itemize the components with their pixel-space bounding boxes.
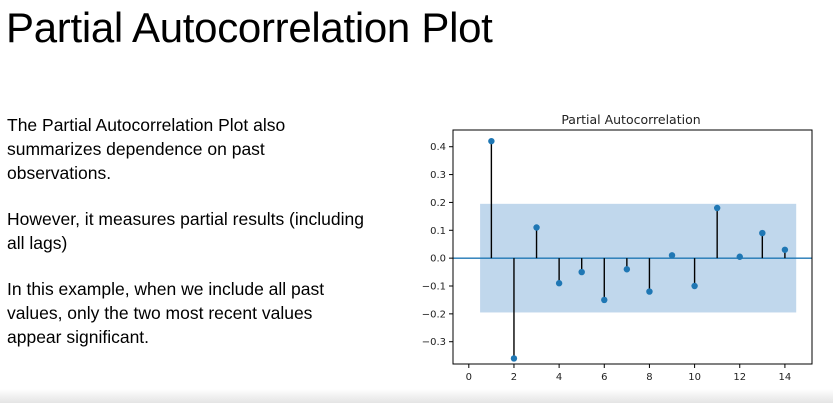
body-paragraph-1: The Partial Autocorrelation Plot also su…	[7, 115, 286, 183]
point-lag-1	[488, 137, 495, 145]
point-lag-7	[623, 266, 631, 273]
x-tick-label-2: 2	[511, 372, 517, 383]
x-tick-label-6: 6	[601, 372, 607, 383]
point-lag-8	[646, 288, 653, 295]
point-lag-10	[691, 282, 698, 290]
point-lag-3	[533, 224, 540, 231]
point-lag-9	[668, 252, 676, 259]
x-tick-label-4: 4	[556, 372, 562, 383]
point-lag-6	[601, 296, 608, 304]
point-lag-12	[736, 253, 743, 260]
plot-frame	[452, 129, 813, 365]
x-tick-label-10: 10	[688, 372, 701, 383]
slide-body: The Partial Autocorrelation Plot also su…	[7, 113, 367, 371]
bottom-shadow	[0, 389, 833, 403]
point-lag-14	[781, 246, 789, 253]
point-lag-11	[713, 204, 721, 212]
point-lag-2	[510, 355, 518, 362]
chart-title: Partial Autocorrelation	[561, 112, 700, 127]
x-tick-label-0: 0	[466, 372, 472, 383]
x-tick-label-12: 12	[733, 372, 746, 383]
point-lag-5	[578, 268, 585, 276]
body-paragraph-2: However, it measures partial results (in…	[7, 209, 364, 253]
y-tick-label-1: 0.3	[430, 170, 446, 181]
slide-title: Partial Autocorrelation Plot	[6, 4, 493, 51]
y-tick-label-3: 0.1	[430, 226, 446, 237]
point-lag-13	[759, 229, 766, 237]
x-tick-label-8: 8	[646, 372, 652, 383]
y-tick-label-2: 0.2	[430, 198, 446, 209]
pacf-chart-svg: Partial Autocorrelation 0 2 4 6 8 10 12 14 0.4 0…	[422, 112, 813, 383]
point-lag-4	[555, 280, 563, 287]
y-tick-label-7: −0.3	[422, 337, 446, 348]
pacf-chart: Partial Autocorrelation 0 2 4 6 8 10 12 14 0.4 0…	[402, 108, 830, 398]
body-paragraph-3: In this example, when we include all pas…	[7, 279, 325, 347]
y-tick-label-5: −0.1	[422, 282, 446, 293]
y-tick-label-0: 0.4	[430, 142, 446, 153]
x-tick-label-14: 14	[779, 372, 792, 383]
y-tick-label-6: −0.2	[422, 309, 446, 320]
y-tick-label-4: 0.0	[430, 254, 446, 265]
